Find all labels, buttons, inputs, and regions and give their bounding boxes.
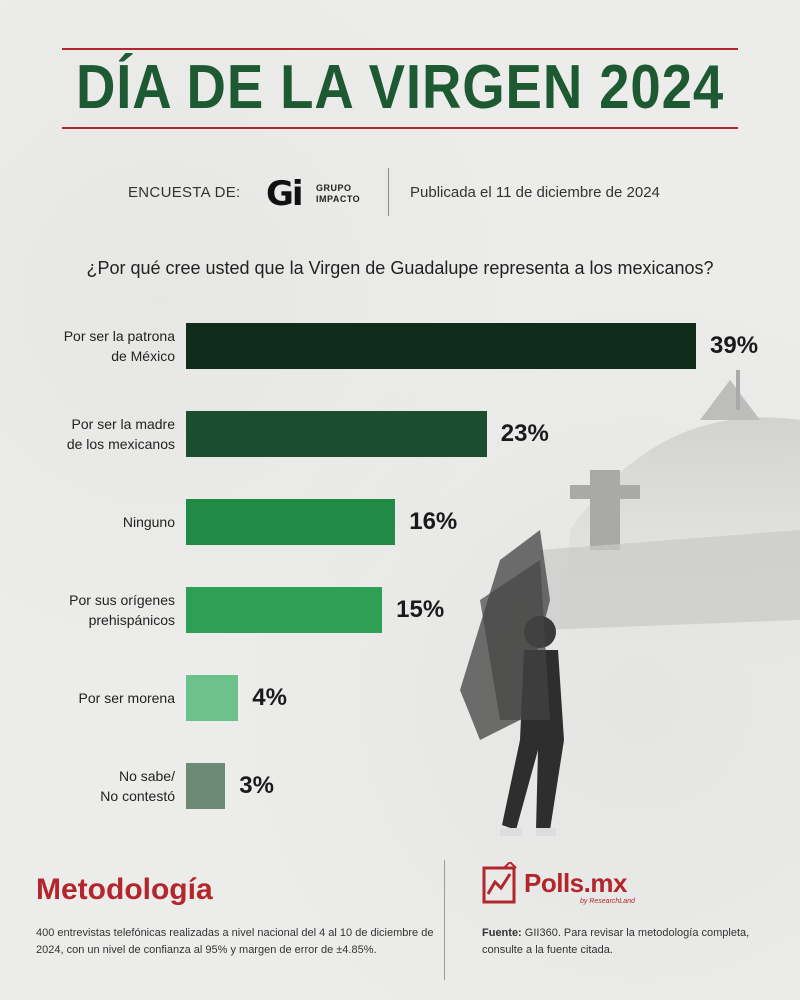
gi-logo-line2: IMPACTO: [316, 194, 361, 204]
published-date: Publicada el 11 de diciembre de 2024: [410, 184, 660, 201]
footer-divider: [444, 860, 445, 980]
value-label: 39%: [710, 332, 759, 359]
category-label: Por ser la patrona de México: [63, 328, 175, 364]
page-title: DÍA DE LA VIRGEN 2024: [75, 53, 725, 122]
category-label: Por ser la madre de los mexicanos: [66, 416, 175, 452]
survey-header: ENCUESTA DE: Gi GRUPO IMPACTO Publicada …: [0, 168, 800, 218]
value-label: 4%: [252, 684, 287, 711]
bar: [186, 587, 383, 633]
polls-mx-name: Polls.mx: [524, 868, 627, 898]
category-label: No sabe/No contestó: [100, 768, 175, 804]
source-text: GII360. Para revisar la metodología comp…: [482, 927, 750, 956]
title-top-rule: [62, 48, 738, 50]
polls-mx-sub: by ResearchLand: [580, 898, 635, 905]
value-label: 16%: [409, 508, 458, 535]
header-divider: [388, 168, 389, 216]
survey-question: ¿Por qué cree usted que la Virgen de Gua…: [86, 258, 714, 278]
category-label: Por ser morena: [78, 690, 175, 706]
bar: [186, 323, 696, 369]
category-label: Ninguno: [122, 514, 175, 530]
bar: [186, 411, 487, 457]
polls-mx-logo: Polls.mx by ResearchLand: [482, 862, 652, 912]
source-label: Fuente:: [482, 927, 522, 939]
grupo-impacto-logo: Gi GRUPO IMPACTO: [266, 174, 376, 214]
value-label: 15%: [396, 596, 445, 623]
value-label: 23%: [500, 420, 549, 447]
basilica-pilgrim-photo: [460, 370, 800, 836]
bar: [186, 499, 396, 545]
source-note: Fuente: GII360. Para revisar la metodolo…: [482, 925, 772, 959]
methodology-text: 400 entrevistas telefónicas realizadas a…: [36, 927, 434, 956]
bar: [186, 675, 239, 721]
gi-logo-text: GRUPO IMPACTO: [316, 183, 360, 205]
title-bottom-rule: [62, 127, 738, 129]
survey-label: ENCUESTA DE:: [128, 184, 241, 201]
gi-logo-line1: GRUPO: [316, 183, 352, 193]
value-label: 3%: [239, 772, 274, 799]
methodology-title: Metodología: [36, 873, 213, 906]
gi-logo-mark: Gi: [266, 174, 304, 214]
chart-frame-icon: [482, 862, 517, 904]
bar: [186, 763, 226, 809]
category-label: Por sus orígenes prehispánicos: [69, 592, 175, 628]
